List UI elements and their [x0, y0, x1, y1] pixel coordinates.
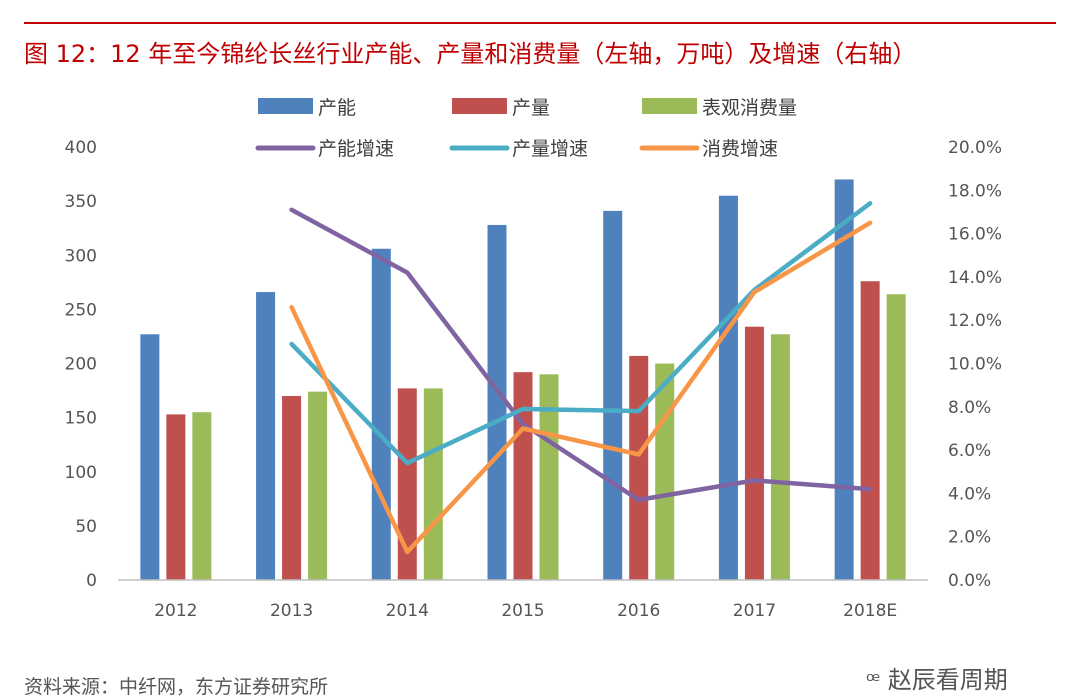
watermark-text: 赵辰看周期 [887, 666, 1008, 694]
y-right-tick-label: 14.0% [948, 268, 1002, 288]
legend-label: 消费增速 [702, 138, 778, 160]
x-tick-label: 2018E [843, 601, 897, 621]
y-right-tick-label: 0.0% [948, 571, 991, 591]
bar-consumption-2013 [308, 391, 328, 580]
legend-label: 产量 [512, 97, 550, 119]
y-right-tick-label: 12.0% [948, 311, 1002, 331]
bar-consumption-2014 [423, 388, 443, 580]
bar-capacity-2013 [256, 292, 276, 580]
y-left-tick-label: 0 [86, 571, 97, 591]
lines-group [289, 201, 873, 555]
y-right-tick-label: 18.0% [948, 181, 1002, 201]
legend-label: 产量增速 [512, 138, 588, 160]
x-tick-label: 2015 [501, 601, 544, 621]
title-rule [24, 22, 1056, 24]
y-right-tick-label: 16.0% [948, 225, 1002, 245]
y-left-tick-label: 150 [65, 409, 97, 429]
x-tick-label: 2014 [386, 601, 429, 621]
y-left-tick-label: 400 [65, 138, 97, 158]
legend-swatch-output [452, 98, 507, 114]
legend-label: 表观消费量 [702, 97, 797, 119]
bar-consumption-2017 [770, 334, 790, 580]
y-right-tick-label: 8.0% [948, 398, 991, 418]
legend-label: 产能 [318, 97, 356, 119]
y-left-tick-label: 200 [65, 355, 97, 375]
bar-capacity-2014 [371, 248, 391, 580]
bars-group [140, 179, 906, 580]
bar-capacity-2012 [140, 334, 160, 580]
bar-consumption-2015 [539, 374, 559, 580]
legend-label: 产能增速 [318, 138, 394, 160]
bar-capacity-2018E [834, 179, 854, 580]
bar-capacity-2015 [487, 224, 507, 580]
y-left-tick-label: 300 [65, 246, 97, 266]
bar-output-2017 [744, 326, 764, 580]
legend-swatch-consumption [642, 98, 697, 114]
bar-capacity-2016 [603, 210, 623, 580]
y-right-tick-label: 4.0% [948, 484, 991, 504]
bar-output-2014 [397, 388, 417, 580]
y-left-tick-label: 50 [75, 517, 97, 537]
y-right-tick-label: 10.0% [948, 355, 1002, 375]
x-tick-label: 2012 [154, 601, 197, 621]
bar-output-2013 [282, 395, 302, 580]
x-tick-label: 2017 [733, 601, 776, 621]
line-capacity_growth [289, 207, 873, 503]
bar-output-2012 [166, 414, 186, 580]
line-consumption_growth [289, 220, 873, 555]
bar-capacity-2017 [718, 195, 738, 580]
chart-title: 图 12：12 年至今锦纶长丝行业产能、产量和消费量（左轴，万吨）及增速（右轴） [24, 40, 917, 68]
bar-output-2016 [629, 355, 649, 580]
y-left-tick-label: 100 [65, 463, 97, 483]
bar-consumption-2012 [192, 412, 212, 580]
source-note: 资料来源：中纤网，东方证券研究所 [24, 676, 329, 698]
watermark: ꟹ 赵辰看周期 [866, 660, 1008, 695]
wechat-icon: ꟹ [866, 669, 881, 694]
y-right-tick-label: 6.0% [948, 441, 991, 461]
axes-group: 0 50 100 150 200 250 300 350 400 0.0% 2.0% 4.0% 6.0%… [65, 138, 1002, 621]
y-right-tick-label: 20.0% [948, 138, 1002, 158]
bar-consumption-2018E [886, 294, 906, 580]
x-tick-label: 2013 [270, 601, 313, 621]
y-right-tick-label: 2.0% [948, 528, 991, 548]
y-left-tick-label: 350 [65, 192, 97, 212]
line-output_growth [289, 201, 873, 466]
bar-consumption-2016 [655, 363, 675, 580]
bar-output-2015 [513, 372, 533, 580]
bar-output-2018E [860, 281, 880, 580]
legend-swatch-capacity [258, 98, 313, 114]
y-left-tick-label: 250 [65, 300, 97, 320]
x-tick-label: 2016 [617, 601, 660, 621]
